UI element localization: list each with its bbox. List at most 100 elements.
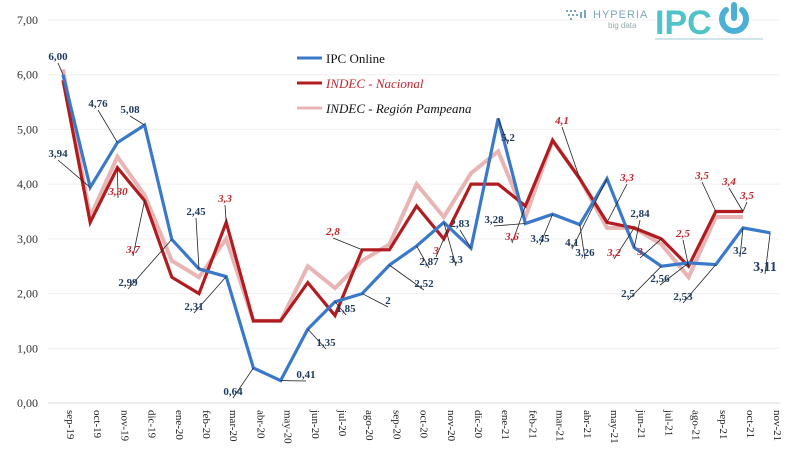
data-label-leader	[224, 204, 227, 223]
data-label-leader	[57, 159, 91, 188]
data-label: 3,11	[753, 260, 777, 275]
x-axis-ticks: sep-19 oct-19 nov-19 dic-19 ene-20 feb-20 mar-…	[64, 409, 783, 444]
hyperia-logo: HYPERIA big data	[566, 9, 648, 30]
data-label: 3,5	[694, 170, 709, 182]
power-icon	[719, 2, 749, 34]
x-tick-label: nov-21	[771, 410, 783, 441]
data-label: 3,45	[530, 233, 550, 245]
x-tick-label: nov-19	[118, 410, 130, 442]
data-label-leader	[633, 219, 641, 248]
x-tick-label: dic-20	[472, 410, 484, 439]
data-label-leader	[193, 276, 227, 314]
x-tick-label: ago-21	[690, 410, 702, 441]
data-label: 3	[432, 245, 439, 257]
data-label: 3	[636, 246, 643, 258]
data-label-leader	[701, 181, 717, 212]
legend-label: INDEC - Nacional	[325, 76, 424, 91]
data-label-leader	[539, 214, 553, 246]
data-label-leader	[389, 264, 425, 291]
data-label: 2,5	[675, 228, 690, 240]
data-label-leader	[606, 183, 628, 223]
data-label: 5,2	[501, 132, 515, 144]
data-label-leader	[129, 115, 145, 126]
y-tick-label: 5,00	[17, 122, 38, 136]
x-tick-label: abr-20	[254, 410, 266, 439]
data-label: 2,52	[414, 278, 434, 290]
data-label: 3,2	[733, 245, 747, 257]
data-label: 3,3	[619, 172, 634, 184]
data-label: 6,00	[48, 51, 68, 63]
data-label-leader	[435, 238, 445, 258]
data-label: 2,31	[184, 301, 203, 313]
gridlines	[48, 19, 780, 404]
data-label-leader	[764, 232, 771, 275]
hyperia-logo-sub: big data	[608, 21, 637, 30]
data-label: 3,3	[449, 254, 463, 266]
data-label: 2,84	[630, 208, 650, 220]
x-tick-label: oct-21	[744, 410, 756, 438]
data-label: 2,8	[325, 226, 340, 238]
y-axis-ticks: 0,00 1,00 2,00 3,00 4,00 5,00 6,00 7,00	[17, 13, 38, 410]
x-tick-label: jun-20	[309, 409, 321, 439]
data-label-leader	[493, 223, 526, 227]
data-label-leader	[682, 264, 717, 304]
data-label: 2,45	[186, 206, 206, 218]
data-label-leader	[195, 217, 200, 269]
data-labels: 6,00 3,94 4,76 5,08 3,30 3,7 2,99 2,45 2,31 3,3 0,…	[48, 51, 777, 399]
legend-label: IPC Online	[326, 51, 385, 66]
y-tick-label: 6,00	[17, 68, 38, 82]
data-label-leader	[334, 301, 347, 316]
x-tick-label: mar-20	[227, 410, 239, 442]
data-label: 2	[385, 295, 391, 307]
data-label-leader	[627, 265, 662, 301]
x-tick-label: abr-21	[581, 410, 593, 439]
data-label: 2,5	[621, 288, 635, 300]
y-tick-label: 3,00	[17, 232, 38, 246]
data-label: 3,4	[721, 176, 736, 188]
y-tick-label: 2,00	[17, 287, 38, 301]
x-tick-label: jul-20	[336, 409, 348, 437]
data-label-leader	[57, 62, 64, 75]
data-label: 3,94	[48, 148, 68, 160]
ipc-logo-text: IPC	[655, 4, 712, 42]
ipc-logo-tagline	[655, 38, 763, 40]
x-tick-label: feb-21	[526, 410, 538, 439]
data-label-leader	[97, 109, 118, 143]
data-label: 3,3	[217, 193, 232, 205]
data-label: 3,30	[107, 186, 128, 198]
data-label: 3,26	[575, 247, 595, 259]
data-label: 4,76	[88, 98, 108, 110]
y-tick-label: 1,00	[17, 341, 38, 355]
data-label: 4,1	[565, 237, 579, 249]
hyperia-logo-name: HYPERIA	[593, 9, 648, 21]
data-label-leader	[132, 200, 145, 257]
x-tick-label: ene-20	[173, 410, 185, 440]
data-label: 3,6	[504, 231, 519, 243]
x-tick-label: sep-21	[717, 410, 729, 439]
x-tick-label: jun-21	[635, 409, 647, 439]
data-label-leader	[742, 201, 748, 212]
series-line-ipc-online	[61, 74, 771, 383]
data-label: 2,56	[650, 273, 670, 285]
x-tick-label: sep-20	[390, 410, 402, 440]
data-label-leader	[561, 126, 581, 179]
data-label-leader	[117, 167, 119, 199]
legend-label: INDEC - Región Pampeana	[325, 101, 472, 116]
data-label-leader	[362, 293, 389, 308]
x-tick-label: ago-20	[363, 410, 375, 441]
data-label: 3,5	[739, 190, 754, 202]
data-label-leader	[639, 238, 662, 259]
data-label-leader	[739, 227, 744, 258]
series-line-indec-nacional	[61, 79, 743, 323]
data-label-leader	[443, 222, 457, 267]
data-label: 3,28	[484, 214, 504, 226]
hyperia-dots-icon	[566, 10, 586, 20]
data-label-leader	[613, 227, 635, 260]
y-tick-label: 7,00	[17, 13, 38, 27]
data-label-leader	[659, 262, 689, 286]
data-label: 3,2	[606, 247, 621, 259]
data-label-leader	[232, 367, 254, 399]
data-label: 3,7	[125, 244, 140, 256]
brand-logos: HYPERIA big data IPC	[566, 2, 763, 42]
